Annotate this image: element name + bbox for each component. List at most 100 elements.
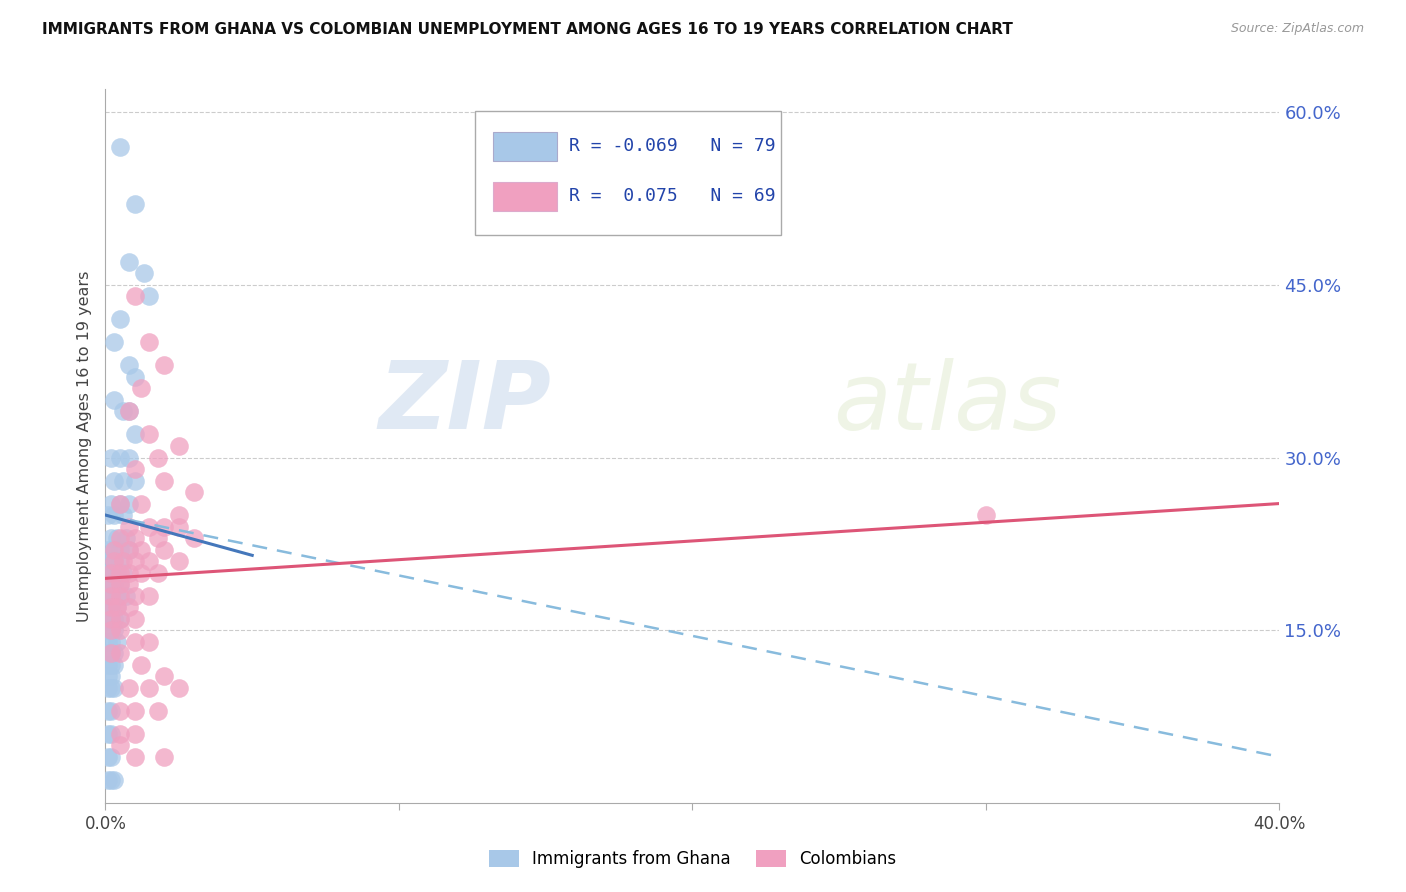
Point: [97, 577, 120, 591]
Point: [100, 623, 122, 637]
Point: [105, 589, 128, 603]
Point: [97, 727, 120, 741]
Point: [138, 427, 160, 442]
Point: [97, 554, 120, 568]
Point: [112, 474, 135, 488]
Point: [100, 566, 122, 580]
Point: [167, 508, 190, 522]
Point: [118, 566, 141, 580]
Point: [97, 612, 120, 626]
Point: [138, 519, 160, 533]
Point: [103, 554, 125, 568]
Point: [118, 600, 141, 615]
Point: [124, 531, 146, 545]
Point: [108, 727, 131, 741]
Point: [115, 531, 138, 545]
Point: [124, 462, 146, 476]
Point: [112, 404, 135, 418]
Point: [100, 634, 122, 648]
Text: R = -0.069   N = 79: R = -0.069 N = 79: [569, 137, 776, 155]
Point: [124, 289, 146, 303]
Point: [183, 485, 205, 500]
Point: [112, 508, 135, 522]
Point: [97, 704, 120, 718]
Point: [108, 542, 131, 557]
Point: [100, 497, 122, 511]
Point: [124, 612, 146, 626]
Point: [148, 566, 170, 580]
Point: [108, 497, 131, 511]
FancyBboxPatch shape: [475, 111, 780, 235]
Point: [129, 381, 152, 395]
Point: [100, 657, 122, 672]
Legend: Immigrants from Ghana, Colombians: Immigrants from Ghana, Colombians: [481, 842, 904, 877]
Point: [97, 508, 120, 522]
Point: [103, 646, 125, 660]
Point: [97, 566, 120, 580]
Point: [103, 681, 125, 695]
Point: [124, 370, 146, 384]
Point: [108, 577, 131, 591]
Point: [183, 531, 205, 545]
Point: [132, 266, 155, 280]
Point: [112, 554, 135, 568]
Point: [100, 600, 122, 615]
Point: [100, 727, 122, 741]
Y-axis label: Unemployment Among Ages 16 to 19 years: Unemployment Among Ages 16 to 19 years: [77, 270, 93, 622]
Point: [103, 392, 125, 407]
Point: [124, 589, 146, 603]
Point: [118, 519, 141, 533]
Point: [100, 612, 122, 626]
Point: [97, 542, 120, 557]
Point: [100, 704, 122, 718]
Text: atlas: atlas: [834, 358, 1062, 449]
Point: [167, 439, 190, 453]
Point: [138, 289, 160, 303]
Point: [167, 519, 190, 533]
Point: [100, 531, 122, 545]
Point: [100, 669, 122, 683]
Point: [118, 255, 141, 269]
Point: [129, 497, 152, 511]
Point: [108, 450, 131, 465]
Point: [97, 589, 120, 603]
Point: [153, 749, 176, 764]
Point: [97, 646, 120, 660]
Point: [100, 749, 122, 764]
Point: [100, 450, 122, 465]
Point: [100, 589, 122, 603]
Point: [124, 634, 146, 648]
Point: [138, 681, 160, 695]
Point: [108, 612, 131, 626]
Point: [153, 669, 176, 683]
Point: [103, 474, 125, 488]
Point: [97, 600, 120, 615]
Point: [118, 404, 141, 418]
Point: [100, 623, 122, 637]
Point: [118, 542, 141, 557]
Point: [148, 450, 170, 465]
Point: [105, 600, 128, 615]
Point: [153, 542, 176, 557]
Point: [108, 577, 131, 591]
Point: [97, 681, 120, 695]
Point: [100, 646, 122, 660]
Point: [103, 554, 125, 568]
Point: [124, 474, 146, 488]
Text: Source: ZipAtlas.com: Source: ZipAtlas.com: [1230, 22, 1364, 36]
Point: [112, 566, 135, 580]
Point: [97, 669, 120, 683]
Point: [97, 657, 120, 672]
Point: [124, 749, 146, 764]
Point: [148, 531, 170, 545]
Point: [138, 335, 160, 350]
Point: [118, 681, 141, 695]
Point: [148, 704, 170, 718]
Point: [100, 646, 122, 660]
Point: [124, 554, 146, 568]
Point: [138, 634, 160, 648]
Point: [103, 508, 125, 522]
Point: [108, 312, 131, 326]
Point: [105, 531, 128, 545]
Point: [105, 600, 128, 615]
